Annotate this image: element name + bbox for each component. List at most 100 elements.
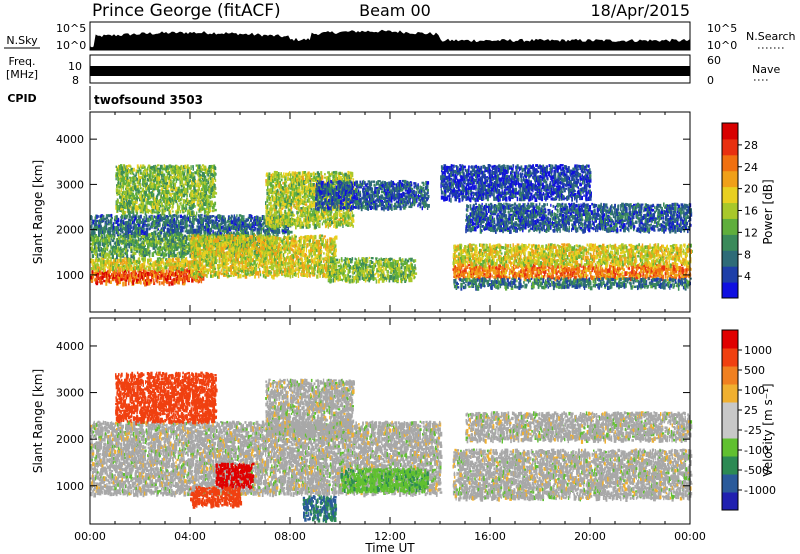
power-cell	[130, 216, 131, 219]
power-cell	[134, 195, 135, 198]
freq-tick-top: 10	[68, 60, 82, 73]
power-cell	[144, 166, 146, 168]
power-cell	[260, 258, 261, 263]
power-cell	[175, 187, 177, 192]
power-cell	[244, 239, 246, 241]
power-cell	[131, 249, 133, 253]
power-cell	[305, 264, 306, 267]
power-cell	[142, 219, 144, 222]
power-cell	[140, 170, 141, 175]
power-cell	[295, 236, 297, 238]
power-cell	[186, 257, 188, 262]
power-cell	[215, 209, 217, 211]
power-cell	[256, 244, 257, 247]
power-cell	[223, 216, 224, 219]
power-cell	[153, 165, 154, 169]
power-cell	[162, 182, 163, 184]
power-cell	[201, 214, 202, 216]
power-cell	[307, 257, 308, 260]
power-cell	[158, 232, 160, 234]
power-cell	[146, 204, 148, 209]
power-cell	[197, 195, 198, 199]
power-cell	[117, 224, 119, 226]
power-cell	[263, 215, 265, 220]
power-cell	[177, 252, 179, 254]
power-cell	[106, 226, 107, 231]
power-cell	[141, 197, 142, 202]
power-cell	[175, 254, 177, 257]
power-cell	[130, 259, 132, 262]
power-cell	[241, 262, 243, 264]
power-cell	[122, 252, 123, 256]
power-cell	[205, 231, 207, 234]
power-cell	[298, 273, 299, 278]
power-cell	[260, 273, 261, 276]
power-cell	[189, 170, 191, 175]
power-cell	[251, 250, 253, 252]
power-cell	[271, 272, 273, 274]
power-cell	[217, 239, 220, 242]
power-cell	[244, 220, 246, 224]
power-cell	[103, 268, 104, 273]
power-cell	[149, 170, 151, 174]
power-cell	[200, 237, 201, 240]
power-cell	[310, 266, 313, 270]
power-cell	[194, 205, 196, 208]
power-cell	[124, 265, 126, 270]
power-cell	[188, 173, 189, 178]
power-cell	[308, 269, 310, 273]
power-cell	[170, 193, 172, 197]
power-cell	[177, 211, 179, 214]
power-cell	[204, 215, 206, 217]
nsky-tick-bottom-left: 10^0	[56, 39, 86, 52]
power-cell	[220, 235, 221, 239]
power-cell	[300, 238, 302, 240]
power-cell	[111, 277, 112, 279]
power-cell	[159, 281, 161, 286]
power-cell	[191, 253, 192, 255]
power-cell	[133, 244, 135, 247]
nave-label: Nave	[752, 63, 780, 76]
power-cell	[263, 235, 264, 240]
power-cell	[177, 232, 180, 236]
power-cell	[288, 230, 290, 235]
power-cell	[210, 215, 212, 218]
power-cell	[229, 244, 231, 249]
power-cell	[180, 170, 181, 175]
power-cell	[230, 240, 232, 244]
power-cell	[254, 221, 255, 224]
power-cell	[254, 227, 256, 230]
power-cell	[228, 235, 230, 239]
power-cell	[204, 166, 206, 169]
power-cell	[122, 282, 124, 287]
power-cell	[231, 215, 233, 217]
power-cell	[99, 267, 101, 271]
power-cell	[167, 224, 169, 226]
power-cell	[122, 201, 124, 206]
power-cell	[136, 192, 137, 196]
power-cell	[150, 279, 152, 282]
power-cell	[162, 267, 164, 269]
power-cell	[274, 245, 276, 249]
power-cell	[180, 210, 182, 214]
power-cell	[128, 180, 130, 182]
power-cell	[201, 168, 202, 171]
cpid-value: twofsound 3503	[94, 93, 203, 107]
power-cell	[211, 173, 213, 176]
power-cell	[108, 219, 109, 222]
freq-tick-bottom: 8	[72, 74, 79, 87]
power-cell	[106, 220, 108, 223]
power-cell	[245, 234, 248, 237]
power-cell	[295, 267, 296, 270]
power-cell	[108, 237, 110, 242]
power-cell	[172, 246, 174, 251]
power-cell	[275, 239, 278, 244]
power-cell	[171, 279, 172, 283]
power-cell	[164, 232, 166, 235]
power-cell	[171, 180, 172, 183]
power-cell	[238, 217, 240, 221]
power-cell	[194, 261, 196, 265]
power-cell	[256, 254, 257, 257]
power-cell	[288, 247, 289, 250]
power-cell	[136, 275, 137, 279]
